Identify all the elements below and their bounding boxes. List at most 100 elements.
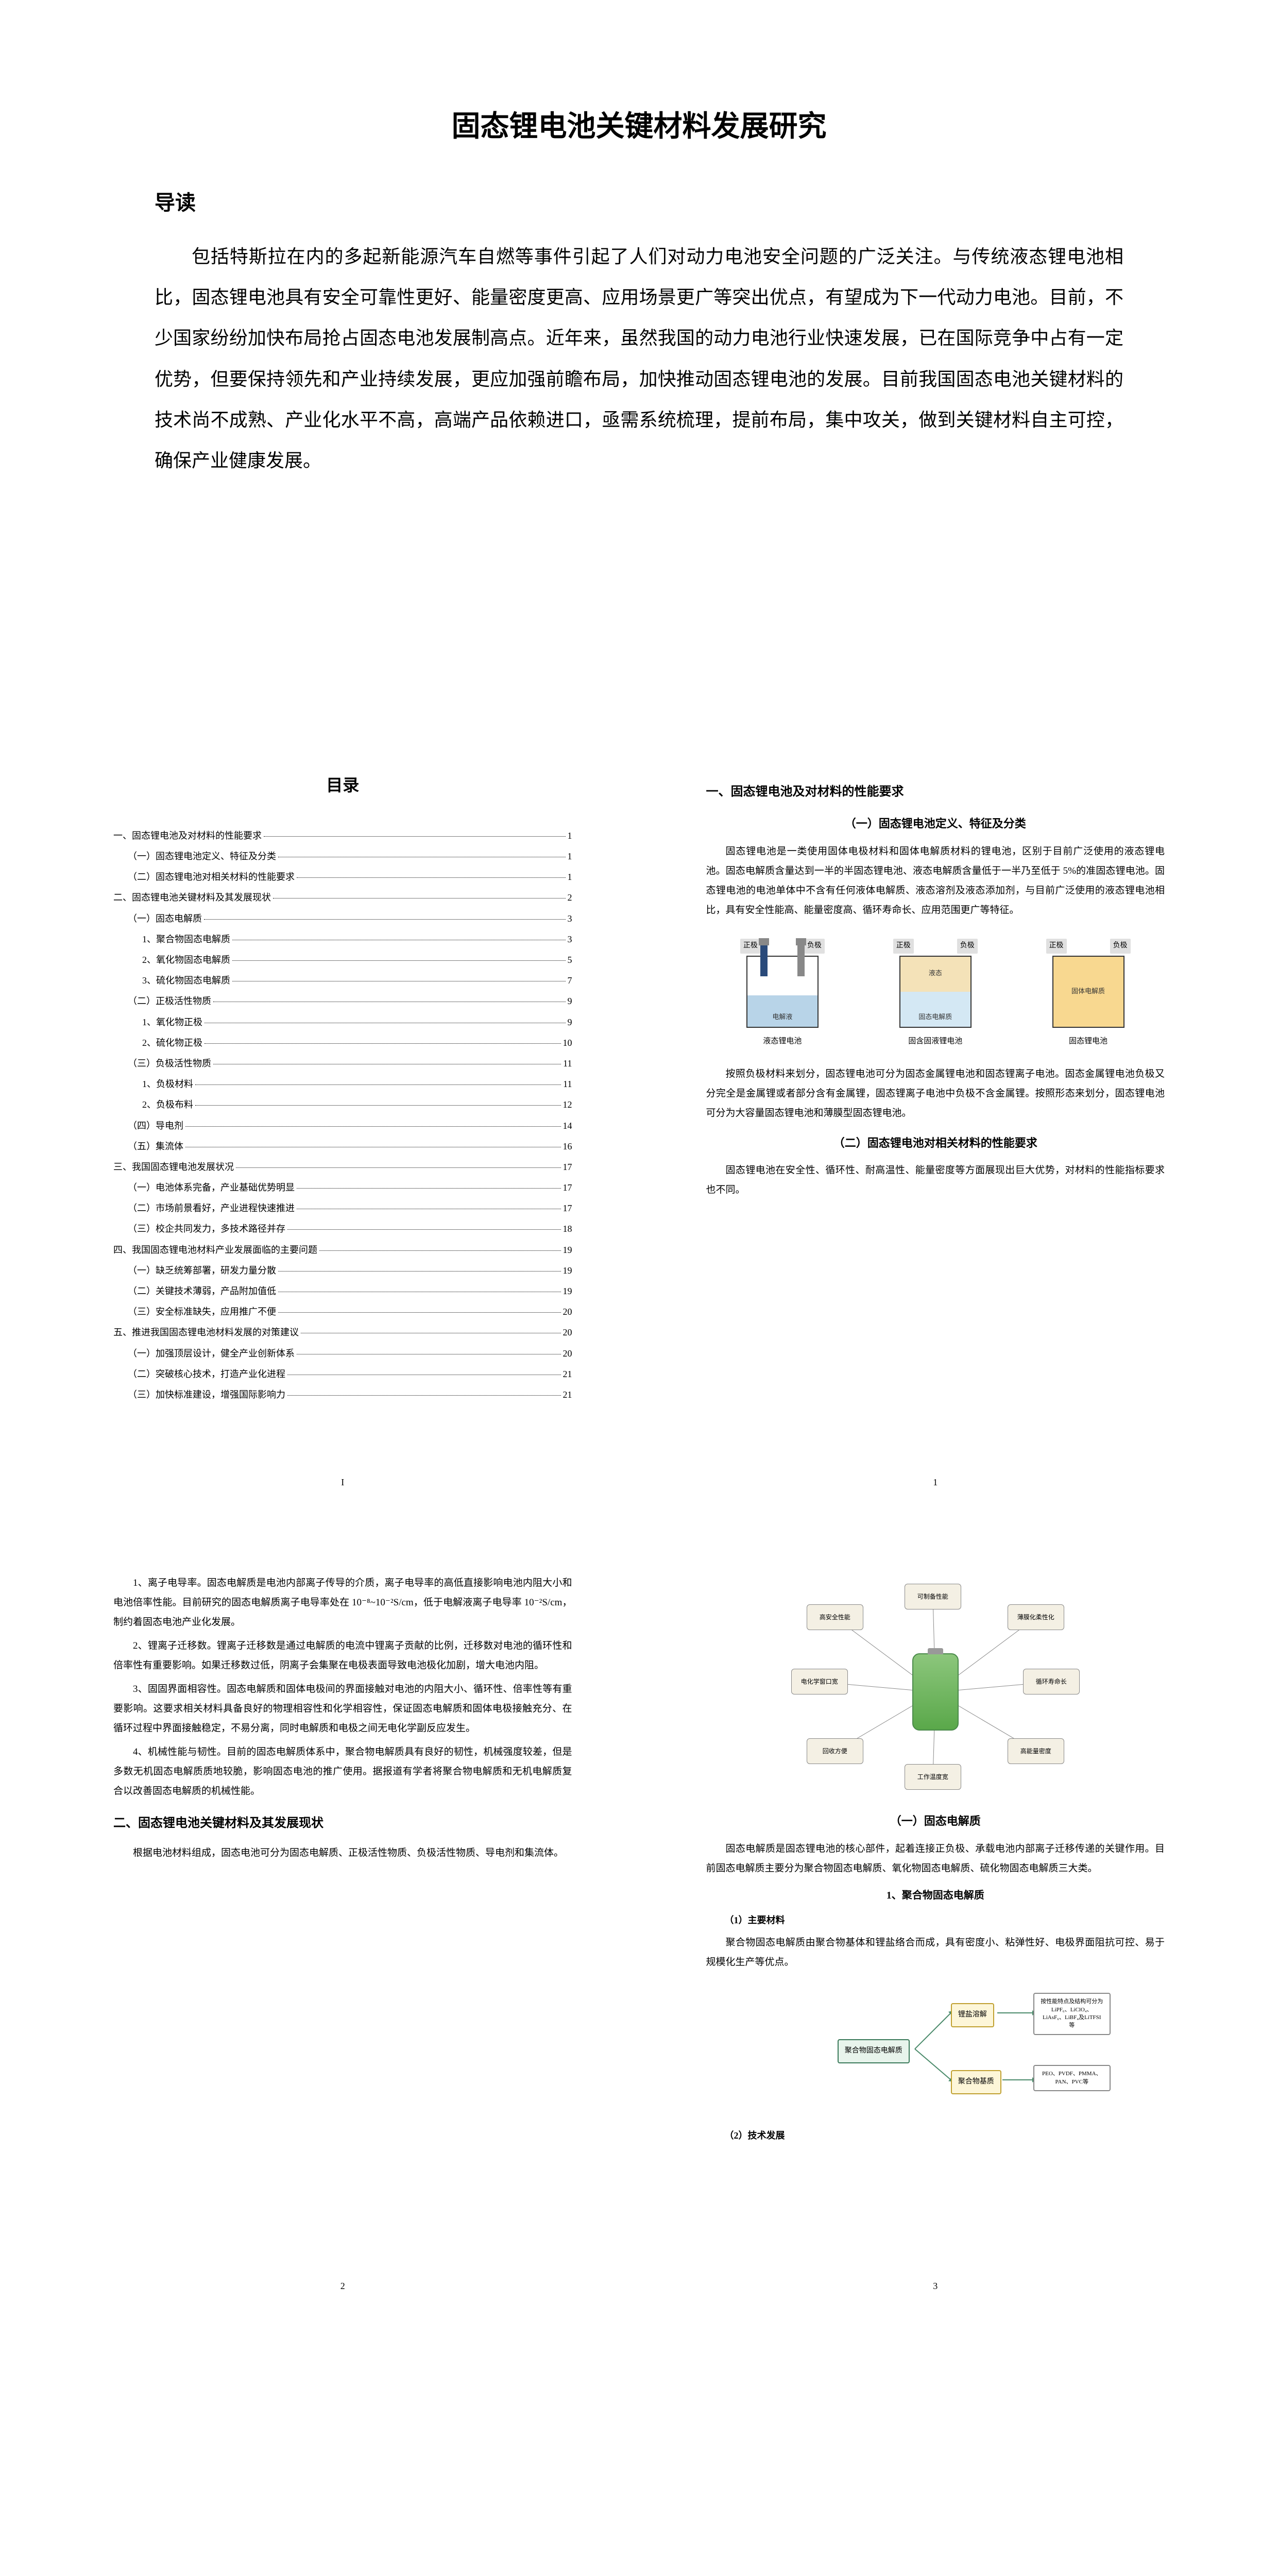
radial-node: 电化学窗口宽 <box>791 1669 848 1694</box>
toc-label: 1、聚合物固态电解质 <box>142 930 230 948</box>
toc-page-num: 21 <box>563 1365 572 1383</box>
document-header: 固态锂电池关键材料发展研究 导读 包括特斯拉在内的多起新能源汽车自燃等事件引起了… <box>0 0 1278 533</box>
toc-label: 四、我国固态锂电池材料产业发展面临的主要问题 <box>113 1241 317 1259</box>
toc-label: （三）校企共同发力，多技术路径并存 <box>128 1220 285 1238</box>
toc-dots <box>297 1188 561 1189</box>
label-pos: 正极 <box>740 939 761 954</box>
flow-arrow <box>1002 2079 1033 2080</box>
toc-label: 1、氧化物正极 <box>142 1013 202 1031</box>
section-h2: （二）固态锂电池对相关材料的性能要求 <box>706 1132 1165 1154</box>
toc-dots <box>236 1167 561 1168</box>
flow-arrow <box>914 2012 951 2049</box>
toc-item: 2、硫化物正极10 <box>113 1034 572 1052</box>
content-page-2: 1、离子电导率。固态电解质是电池内部离子传导的介质，离子电导率的高低直接影响电池… <box>62 1543 624 2315</box>
content-page-3: 高安全性能可制备性能薄膜化柔性化循环寿命长高能量密度工作温度宽回收方便电化学窗口… <box>655 1543 1217 2315</box>
toc-page-num: 19 <box>563 1241 572 1259</box>
toc-page-num: 17 <box>563 1199 572 1217</box>
toc-item: 二、固态锂电池关键材料及其发展现状 2 <box>113 889 572 906</box>
toc-label: （一）固态锂电池定义、特征及分类 <box>128 848 276 865</box>
toc-page-num: 20 <box>563 1303 572 1320</box>
toc-page-num: 2 <box>568 889 572 906</box>
radial-node: 回收方便 <box>807 1738 863 1764</box>
toc-page-num: 18 <box>563 1220 572 1238</box>
paragraph: 固态锂电池是一类使用固体电极材料和固体电解质材料的锂电池，区别于目前广泛使用的液… <box>706 842 1165 920</box>
paragraph: 固态锂电池在安全性、循环性、耐高温性、能量密度等方面展现出巨大优势，对材料的性能… <box>706 1161 1165 1200</box>
toc-dots <box>195 1084 561 1085</box>
paragraph: 聚合物固态电解质由聚合物基体和锂盐络合而成，具有密度小、粘弹性好、电极界面阻抗可… <box>706 1933 1165 1972</box>
paragraph: 按照负极材料来划分，固态锂电池可分为固态金属锂电池和固态锂离子电池。固态金属锂电… <box>706 1064 1165 1123</box>
toc-dots <box>319 1250 561 1251</box>
radial-node: 循环寿命长 <box>1023 1669 1080 1694</box>
toc-page-num: 11 <box>563 1075 572 1093</box>
intro-heading: 导读 <box>155 186 1123 216</box>
toc-page-num: 1 <box>568 848 572 865</box>
toc-item: （三）安全标准缺失，应用推广不便 20 <box>113 1303 572 1320</box>
toc-dots <box>232 960 566 961</box>
section-h2: （一）固态锂电池定义、特征及分类 <box>706 813 1165 835</box>
section-h1: 一、固态锂电池及对材料的性能要求 <box>706 780 1165 804</box>
toc-page-num: 9 <box>568 1013 572 1031</box>
toc-page-num: 3 <box>568 910 572 927</box>
intro-paragraph: 包括特斯拉在内的多起新能源汽车自燃等事件引起了人们对动力电池安全问题的广泛关注。… <box>155 236 1123 481</box>
battery-solid: 正极 负极 固体电解质 固态锂电池 <box>1037 939 1140 1048</box>
flow-arrow <box>997 2012 1033 2013</box>
toc-dots <box>204 919 566 920</box>
toc-page-num: 7 <box>568 972 572 989</box>
toc-item: 3、硫化物固态电解质 7 <box>113 972 572 989</box>
toc-label: （三）安全标准缺失，应用推广不便 <box>128 1303 276 1320</box>
toc-label: 五、推进我国固态锂电池材料发展的对策建议 <box>113 1324 299 1341</box>
toc-item: 五、推进我国固态锂电池材料发展的对策建议20 <box>113 1324 572 1341</box>
toc-dots <box>287 1395 561 1396</box>
toc-page-num: 11 <box>563 1055 572 1072</box>
label-neg: 负极 <box>1110 939 1131 954</box>
paragraph: 根据电池材料组成，固态电池可分为固态电解质、正极活性物质、负极活性物质、导电剂和… <box>113 1843 572 1863</box>
toc-label: （三）加快标准建设，增强国际影响力 <box>128 1386 285 1403</box>
flow-box: 聚合物基质 <box>951 2070 1001 2094</box>
toc-dots <box>195 1105 561 1106</box>
toc-page-num: 16 <box>563 1138 572 1155</box>
label-pos: 正极 <box>1046 939 1067 954</box>
toc-label: 2、氧化物固态电解质 <box>142 951 230 969</box>
toc-label: （五）集流体 <box>128 1138 183 1155</box>
toc-label: （一）加强顶层设计，健全产业创新体系 <box>128 1345 295 1362</box>
flow-diagram: 聚合物固态电解质锂盐溶解聚合物基质按性能特点及结构可分为LiPF₆、LiClO₄… <box>755 1982 1116 2116</box>
caption-mixed: 固含固液锂电池 <box>884 1034 987 1049</box>
toc-label: 1、负极材料 <box>142 1075 193 1093</box>
toc-page-num: 1 <box>568 868 572 886</box>
toc-item: （三）负极活性物质11 <box>113 1055 572 1072</box>
section-h2: （一）固态电解质 <box>706 1810 1165 1832</box>
toc-item: （一）缺乏统筹部署，研发力量分散 19 <box>113 1262 572 1279</box>
toc-label: 3、硫化物固态电解质 <box>142 972 230 989</box>
toc-label: （一）缺乏统筹部署，研发力量分散 <box>128 1262 276 1279</box>
paragraph: 3、固固界面相容性。固态电解质和固体电极间的界面接触对电池的内阻大小、循环性、倍… <box>113 1680 572 1738</box>
toc-item: （二）突破核心技术，打造产业化进程 21 <box>113 1365 572 1383</box>
toc-item: （四）导电剂14 <box>113 1117 572 1134</box>
label-neg: 负极 <box>804 939 825 954</box>
toc-page-num: 19 <box>563 1262 572 1279</box>
toc-label: （二）突破核心技术，打造产业化进程 <box>128 1365 285 1383</box>
radial-node: 高安全性能 <box>807 1604 863 1630</box>
toc-page-num: 1 <box>568 827 572 844</box>
main-title: 固态锂电池关键材料发展研究 <box>155 103 1123 145</box>
page-number: 3 <box>933 2277 938 2295</box>
page-number: I <box>341 1473 344 1491</box>
radial-diagram: 高安全性能可制备性能薄膜化柔性化循环寿命长高能量密度工作温度宽回收方便电化学窗口… <box>791 1584 1080 1800</box>
toc-item: （一）固态锂电池定义、特征及分类 1 <box>113 848 572 865</box>
toc-label: 二、固态锂电池关键材料及其发展现状 <box>113 889 271 906</box>
toc-dots <box>297 877 566 878</box>
toc-page-num: 3 <box>568 930 572 948</box>
toc-dots <box>185 1126 561 1127</box>
label-mix2: 固态电解质 <box>900 1011 970 1024</box>
flow-arrow <box>914 2048 951 2080</box>
toc-item: 2、负极布料12 <box>113 1096 572 1113</box>
toc-item: （二）正极活性物质9 <box>113 992 572 1010</box>
toc-dots <box>205 1043 561 1044</box>
paragraph: 2、锂离子迁移数。锂离子迁移数是通过电解质的电流中锂离子贡献的比例，迁移数对电池… <box>113 1636 572 1675</box>
toc-page-num: 5 <box>568 951 572 969</box>
radial-node: 高能量密度 <box>1008 1738 1064 1764</box>
content-page-1: 一、固态锂电池及对材料的性能要求 （一）固态锂电池定义、特征及分类 固态锂电池是… <box>655 739 1217 1512</box>
toc-item: 四、我国固态锂电池材料产业发展面临的主要问题 19 <box>113 1241 572 1259</box>
toc-page-num: 20 <box>563 1345 572 1362</box>
toc-dots <box>264 836 566 837</box>
section-h1: 二、固态锂电池关键材料及其发展现状 <box>113 1811 572 1835</box>
